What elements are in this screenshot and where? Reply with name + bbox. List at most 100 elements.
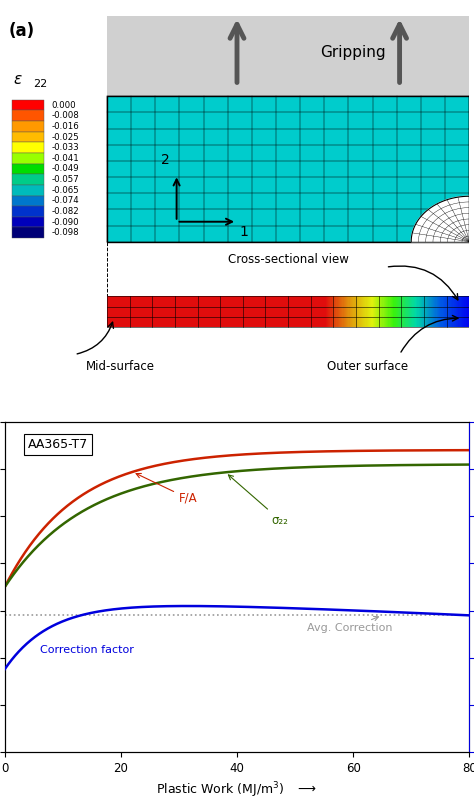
FancyBboxPatch shape [224,296,226,327]
FancyBboxPatch shape [465,296,467,327]
FancyBboxPatch shape [282,296,284,327]
FancyBboxPatch shape [377,296,379,327]
FancyBboxPatch shape [154,296,155,327]
FancyBboxPatch shape [339,296,340,327]
FancyBboxPatch shape [441,296,443,327]
FancyBboxPatch shape [365,296,367,327]
FancyBboxPatch shape [229,296,230,327]
FancyBboxPatch shape [183,296,185,327]
FancyBboxPatch shape [337,296,339,327]
FancyBboxPatch shape [115,296,117,327]
FancyBboxPatch shape [228,296,229,327]
FancyBboxPatch shape [164,296,165,327]
FancyBboxPatch shape [130,296,132,327]
Text: -0.033: -0.033 [51,143,79,152]
FancyBboxPatch shape [385,296,386,327]
FancyBboxPatch shape [159,296,161,327]
FancyBboxPatch shape [414,296,415,327]
FancyBboxPatch shape [345,296,346,327]
FancyBboxPatch shape [271,296,273,327]
FancyBboxPatch shape [416,296,418,327]
FancyBboxPatch shape [185,296,187,327]
FancyBboxPatch shape [263,296,264,327]
FancyBboxPatch shape [177,296,179,327]
FancyBboxPatch shape [245,296,246,327]
FancyBboxPatch shape [433,296,435,327]
FancyBboxPatch shape [428,296,430,327]
FancyBboxPatch shape [172,296,174,327]
Text: -0.041: -0.041 [51,154,79,163]
FancyBboxPatch shape [246,296,247,327]
FancyBboxPatch shape [170,296,172,327]
FancyBboxPatch shape [293,296,295,327]
FancyBboxPatch shape [465,296,466,327]
FancyBboxPatch shape [163,296,164,327]
FancyBboxPatch shape [205,296,207,327]
Text: AA365-T7: AA365-T7 [28,438,88,451]
FancyBboxPatch shape [308,296,309,327]
FancyBboxPatch shape [184,296,186,327]
FancyBboxPatch shape [242,296,244,327]
FancyBboxPatch shape [223,296,225,327]
FancyBboxPatch shape [131,296,133,327]
FancyBboxPatch shape [139,296,141,327]
FancyBboxPatch shape [178,296,180,327]
Text: ε: ε [13,72,21,87]
FancyBboxPatch shape [259,296,261,327]
FancyBboxPatch shape [202,296,204,327]
FancyBboxPatch shape [241,296,243,327]
FancyBboxPatch shape [206,296,208,327]
FancyBboxPatch shape [327,296,328,327]
FancyBboxPatch shape [312,296,314,327]
FancyBboxPatch shape [309,296,310,327]
FancyBboxPatch shape [113,296,115,327]
Text: -0.074: -0.074 [51,197,79,205]
Text: Cross-sectional view: Cross-sectional view [228,253,348,266]
FancyBboxPatch shape [396,296,397,327]
FancyBboxPatch shape [356,296,357,327]
FancyBboxPatch shape [407,296,408,327]
FancyBboxPatch shape [247,296,249,327]
FancyBboxPatch shape [166,296,168,327]
FancyBboxPatch shape [138,296,140,327]
FancyBboxPatch shape [146,296,147,327]
FancyBboxPatch shape [443,296,444,327]
FancyBboxPatch shape [315,296,316,327]
FancyBboxPatch shape [347,296,349,327]
FancyBboxPatch shape [330,296,332,327]
FancyBboxPatch shape [305,296,307,327]
FancyBboxPatch shape [300,296,302,327]
Text: (a): (a) [9,22,35,40]
Text: -0.090: -0.090 [51,218,79,227]
Text: -0.008: -0.008 [51,112,79,121]
FancyBboxPatch shape [447,296,448,327]
FancyBboxPatch shape [253,296,255,327]
FancyBboxPatch shape [12,142,44,153]
FancyBboxPatch shape [328,296,329,327]
FancyBboxPatch shape [173,296,175,327]
FancyBboxPatch shape [372,296,373,327]
FancyBboxPatch shape [176,296,177,327]
FancyBboxPatch shape [313,296,315,327]
FancyBboxPatch shape [434,296,436,327]
FancyBboxPatch shape [355,296,356,327]
FancyBboxPatch shape [462,296,464,327]
FancyBboxPatch shape [265,296,267,327]
FancyBboxPatch shape [353,296,355,327]
FancyBboxPatch shape [421,296,423,327]
FancyBboxPatch shape [445,296,447,327]
FancyBboxPatch shape [230,296,232,327]
FancyBboxPatch shape [196,296,198,327]
FancyBboxPatch shape [258,296,260,327]
FancyBboxPatch shape [135,296,137,327]
FancyBboxPatch shape [301,296,303,327]
FancyBboxPatch shape [408,296,410,327]
FancyBboxPatch shape [288,296,290,327]
FancyBboxPatch shape [187,296,188,327]
FancyBboxPatch shape [142,296,144,327]
FancyBboxPatch shape [468,296,470,327]
Text: σ₂₂: σ₂₂ [228,475,289,527]
FancyBboxPatch shape [227,296,228,327]
FancyBboxPatch shape [340,296,342,327]
FancyBboxPatch shape [12,185,44,196]
